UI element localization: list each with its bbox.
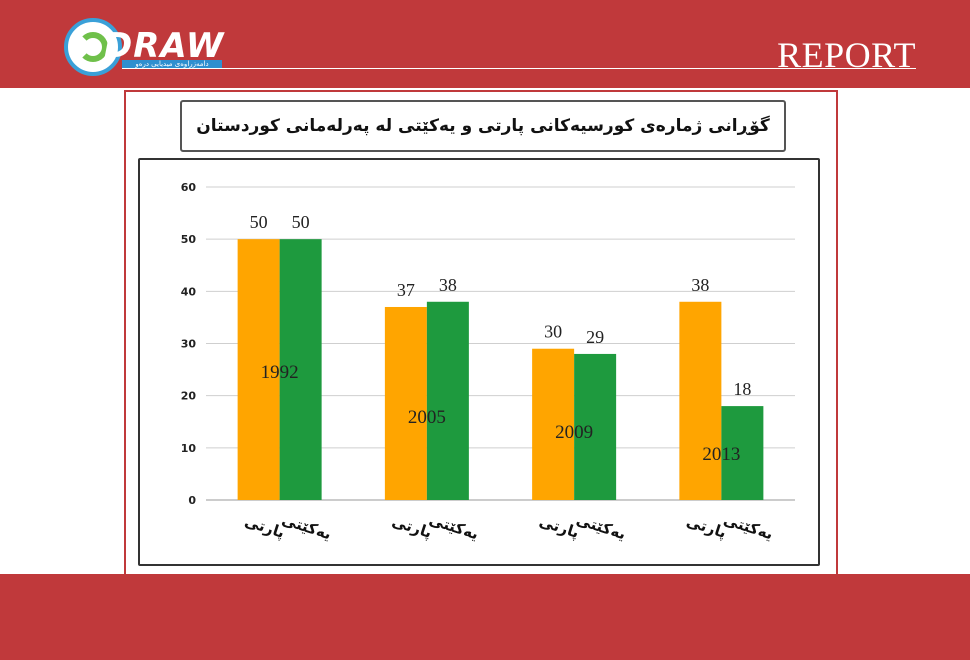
bar <box>237 239 280 500</box>
y-tick-label: 10 <box>181 442 197 455</box>
x-series-label: یەکێتی <box>280 510 334 543</box>
bar <box>279 239 322 500</box>
bar <box>426 301 469 500</box>
bar <box>532 348 575 500</box>
y-tick-label: 30 <box>181 338 197 351</box>
data-label: 50 <box>292 212 310 232</box>
category-label: 2005 <box>408 407 446 428</box>
category-label: 1992 <box>261 362 299 383</box>
bar <box>679 301 722 500</box>
data-label: 30 <box>544 322 562 342</box>
y-tick-label: 0 <box>188 494 196 507</box>
header-band <box>0 0 970 88</box>
category-label: 2009 <box>555 422 593 443</box>
y-tick-label: 60 <box>181 181 197 194</box>
x-series-label: یەکێتی <box>574 510 628 543</box>
report-label: REPORT <box>777 35 916 75</box>
footer-band <box>0 574 970 660</box>
bar <box>384 306 427 500</box>
y-tick-label: 50 <box>181 233 197 246</box>
chart-title: گۆڕانی ژمارەی کورسیەکانی پارتی و یەکێتی … <box>180 100 786 152</box>
logo-text: DRAW <box>104 26 225 66</box>
data-label: 29 <box>586 327 604 347</box>
data-label: 38 <box>439 275 457 295</box>
bar <box>574 353 617 500</box>
data-label: 37 <box>397 280 415 300</box>
category-label: 2013 <box>702 444 740 465</box>
y-tick-label: 40 <box>181 285 197 298</box>
x-series-label: یەکێتی <box>427 510 481 543</box>
x-series-label: یەکێتی <box>721 510 775 543</box>
data-label: 18 <box>733 379 751 399</box>
header-divider <box>122 68 916 69</box>
data-label: 38 <box>691 275 709 295</box>
data-label: 50 <box>250 212 268 232</box>
draw-logo-icon <box>64 18 122 76</box>
bar <box>721 406 764 500</box>
y-tick-label: 20 <box>181 390 197 403</box>
logo-tagline: دامەزراوەی میدیایی درەو <box>122 60 222 69</box>
